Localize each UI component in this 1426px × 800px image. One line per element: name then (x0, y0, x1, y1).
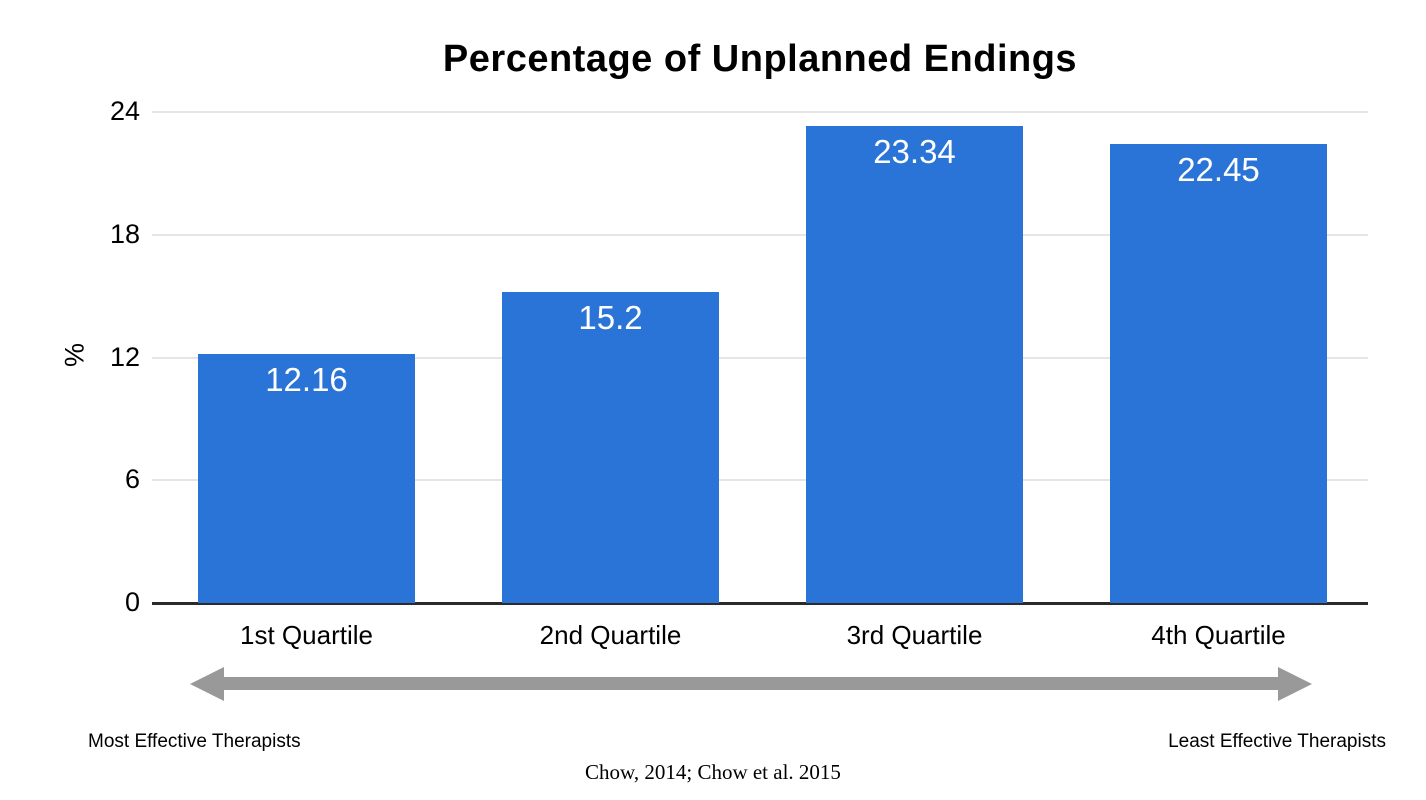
bar: 12.16 (198, 354, 415, 603)
x-tick-label: 1st Quartile (240, 620, 373, 650)
chart-title: Percentage of Unplanned Endings (442, 38, 1078, 80)
bar-value-label: 15.2 (578, 299, 643, 337)
y-tick-label: 12 (109, 341, 140, 372)
x-tick-label: 3rd Quartile (846, 620, 983, 650)
gridline (152, 356, 1368, 359)
bar-value-label: 23.34 (873, 132, 956, 170)
gridline (152, 479, 1368, 482)
gridline (152, 233, 1368, 236)
bar: 23.34 (806, 125, 1023, 603)
y-tick-label: 18 (109, 218, 140, 249)
arrow-left-head-icon (190, 667, 224, 701)
x-axis-line (152, 602, 1368, 605)
arrow-right-head-icon (1278, 667, 1312, 701)
least-effective-label: Least Effective Therapists (1168, 731, 1386, 752)
bar: 15.2 (502, 292, 719, 603)
bar: 22.45 (1110, 143, 1327, 603)
most-effective-label: Most Effective Therapists (88, 731, 301, 752)
bar-value-label: 12.16 (265, 361, 348, 399)
citation: Chow, 2014; Chow et al. 2015 (585, 760, 841, 784)
arrow-shaft (222, 677, 1282, 690)
gridline (152, 111, 1368, 113)
y-tick-label: 0 (124, 587, 140, 617)
bar-value-label: 22.45 (1177, 150, 1260, 188)
x-tick-label: 2nd Quartile (539, 620, 682, 650)
y-tick-label: 6 (124, 464, 140, 495)
x-tick-label: 4th Quartile (1151, 620, 1286, 650)
y-tick-label: 24 (109, 96, 140, 126)
